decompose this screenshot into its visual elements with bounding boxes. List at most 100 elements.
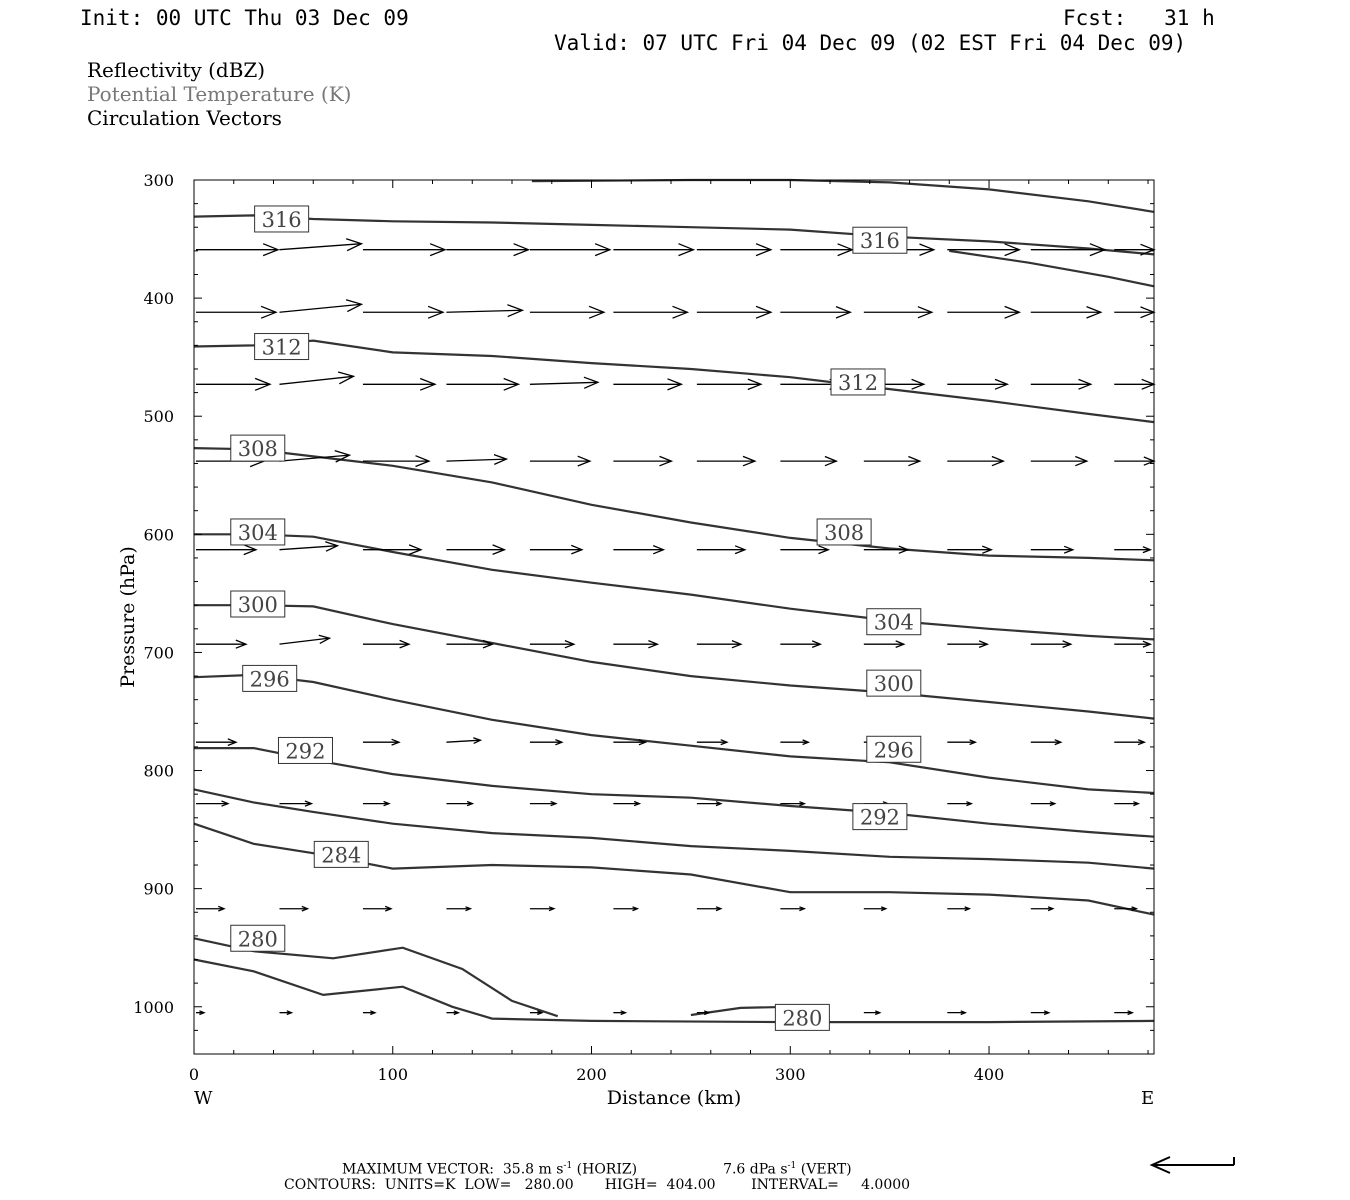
y-tick-label: 400 [143,289,174,308]
svg-text:308: 308 [238,437,278,461]
max-vector-horiz-value: MAXIMUM VECTOR: 35.8 m s [342,1161,564,1178]
wind-vector [362,243,447,257]
wind-vector [446,737,483,744]
legend-potential-temperature: Potential Temperature (K) [87,82,352,106]
wind-vector [1030,1010,1051,1016]
plot-frame [193,179,1155,1055]
wind-vector [780,906,807,912]
wind-vector [780,243,855,257]
svg-text:300: 300 [874,672,914,696]
contour-label-284: 284 [313,840,369,868]
wind-vector [1030,906,1055,912]
wind-vector [947,545,994,554]
contour-line-304 [194,533,1155,641]
wind-vector [196,1010,206,1016]
wind-vector [947,455,1006,467]
vert-exponent: -1 [787,1161,797,1171]
wind-vector [279,299,364,313]
contour-label-316: 316 [254,205,310,233]
wind-vector [196,905,226,912]
max-vector-vert-value: 7.6 dPa s [723,1161,788,1178]
wind-vector [529,455,592,467]
wind-vector [529,738,564,746]
wind-vector [696,906,723,912]
wind-vector [1030,378,1093,390]
contour-label-300: 300 [866,669,922,697]
svg-text:316: 316 [262,208,302,232]
wind-vector [613,243,696,257]
x-west-label: W [194,1088,213,1109]
svg-text:284: 284 [321,843,361,867]
svg-text:312: 312 [838,371,878,395]
wind-vector [947,305,1022,319]
wind-vector [863,455,922,467]
wind-vector [1114,1010,1135,1016]
horiz-label: (HORIZ) [572,1161,638,1178]
svg-text:300: 300 [238,593,278,617]
contour-line-316 [193,214,1155,256]
contour-line-296 [193,673,1155,795]
wind-vector [1114,801,1141,807]
wind-vector [1030,305,1103,319]
y-tick-label: 700 [143,643,174,662]
wind-vector [362,377,437,391]
svg-text:312: 312 [262,336,302,360]
wind-vector [613,639,660,649]
wind-vector [696,455,757,467]
wind-vector [780,305,853,319]
wind-vector [1114,739,1147,746]
wind-vector [696,801,723,807]
wind-vector [696,305,773,319]
svg-text:304: 304 [874,611,914,635]
wind-vector [696,545,747,555]
wind-vector [279,634,332,645]
y-axis: 300 400 500 600 700 800 900 1000 [133,171,1154,1055]
wind-vector [863,906,888,912]
contour-label-292: 292 [277,736,333,764]
wind-vector [362,544,423,556]
wind-vector [446,639,495,649]
wind-vector [696,639,743,649]
wind-vector [613,1010,628,1016]
wind-vector [1030,801,1057,807]
wind-vector [362,639,411,649]
wind-vector [446,906,473,912]
wind-vector [529,243,612,257]
x-east-label: E [1141,1088,1154,1109]
wind-vector [780,801,807,807]
wind-vector [947,906,972,912]
contour-label-316: 316 [852,226,908,254]
wind-vector [613,738,648,746]
wind-vector [947,640,990,649]
wind-vector [613,378,684,391]
wind-vector [279,449,352,463]
y-tick-label: 300 [143,171,174,190]
wind-vector [362,738,401,746]
svg-text:296: 296 [874,738,914,762]
wind-vector [1114,378,1156,390]
wind-vector [947,801,974,807]
contour-info: CONTOURS: UNITS=K LOW= 280.00 HIGH= 404.… [284,1177,911,1193]
wind-vector [446,304,525,318]
wind-vector [446,453,509,465]
wind-vector [446,243,531,257]
wind-vector [696,739,729,746]
wind-vector [446,1010,461,1016]
contour-label-296: 296 [866,735,922,763]
x-tick-label: 0 [189,1065,199,1084]
vert-label: (VERT) [796,1161,852,1178]
contour-label-308: 308 [230,434,286,462]
wind-vector [696,1010,711,1016]
wind-vector [196,305,278,319]
wind-vector [362,905,393,912]
svg-text:304: 304 [238,521,278,545]
svg-text:308: 308 [824,521,864,545]
x-tick-label: 300 [775,1065,806,1084]
x-tick-label: 400 [974,1065,1005,1084]
wind-vector [780,739,811,746]
wind-vector [196,544,258,556]
legend-circulation-vectors: Circulation Vectors [87,106,282,130]
wind-vector [529,639,576,649]
wind-vector [362,305,445,319]
